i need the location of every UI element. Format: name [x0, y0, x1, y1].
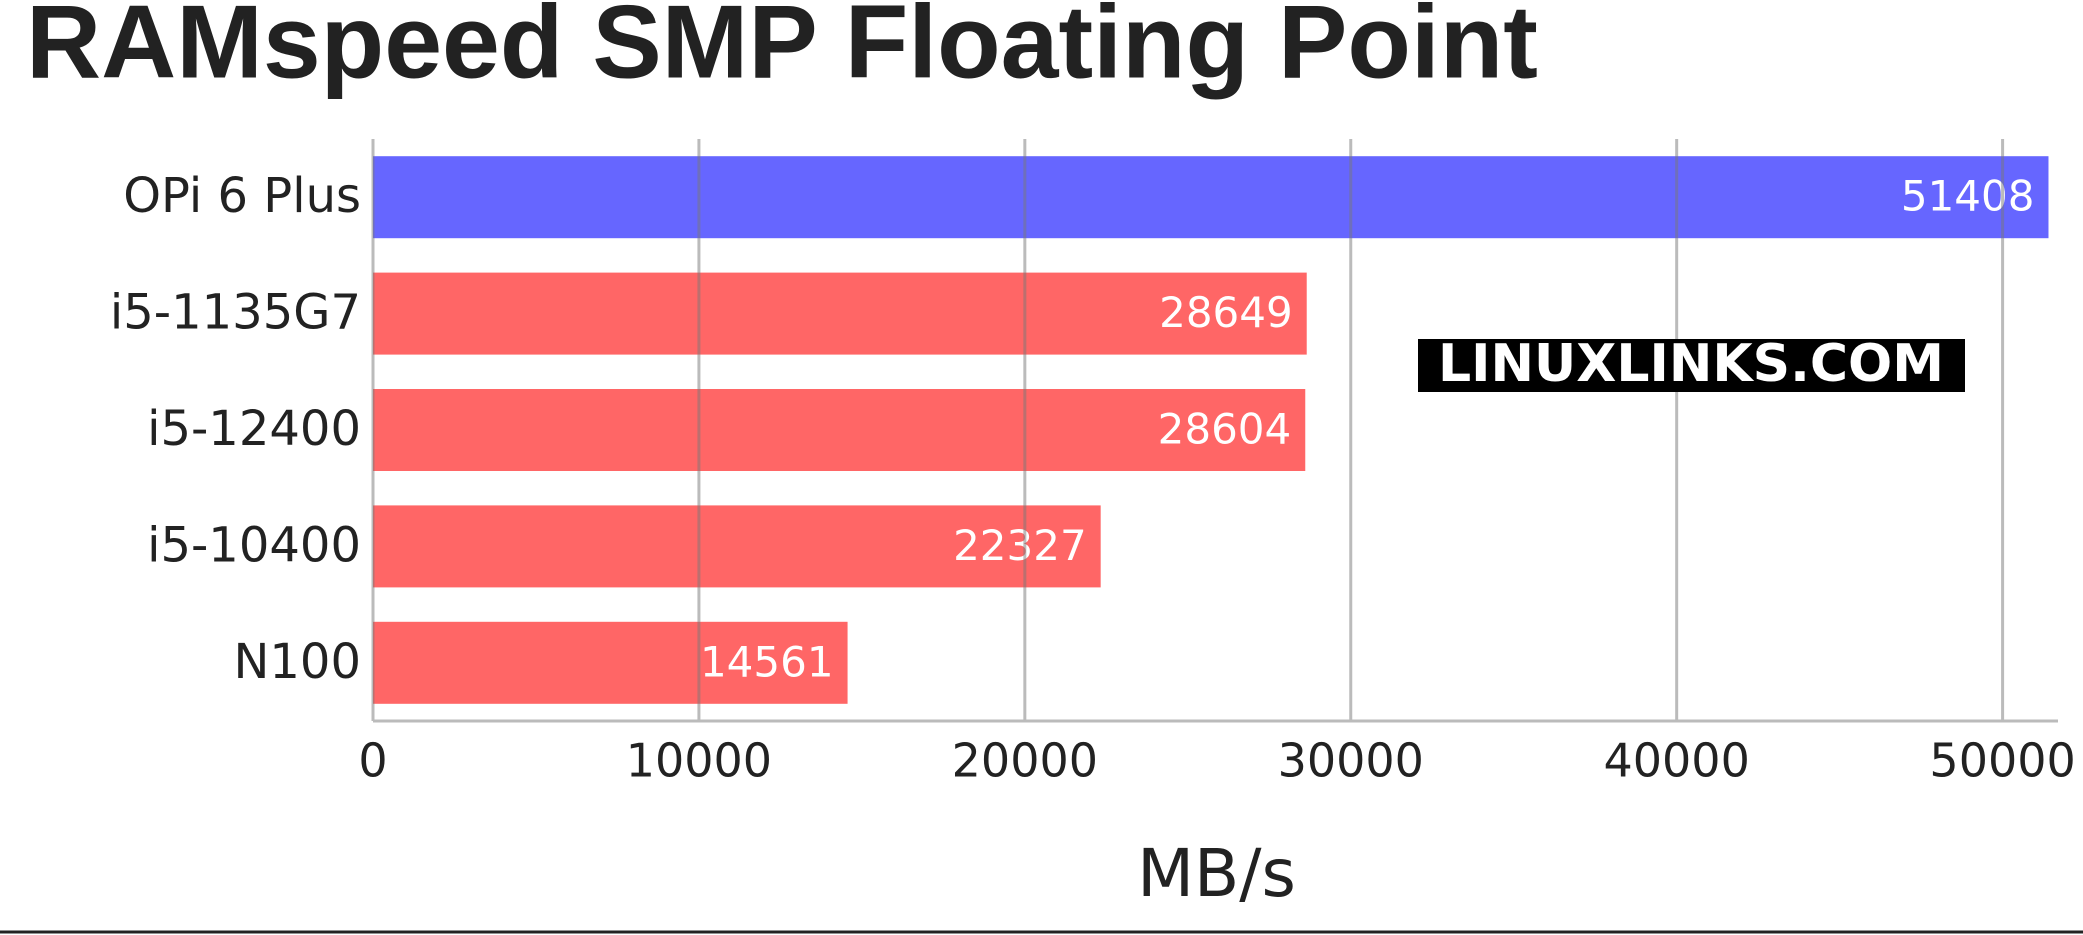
- x-tick-label: 50000: [1929, 734, 2075, 788]
- x-axis-label: MB/s: [1137, 835, 1296, 912]
- value-label: 28604: [1158, 405, 1292, 454]
- bar: [373, 621, 848, 704]
- value-label: 14561: [700, 637, 834, 686]
- x-tick-label: 0: [358, 734, 387, 788]
- watermark: LINUXLINKS.COM: [1438, 334, 1944, 394]
- value-label: 22327: [953, 521, 1087, 570]
- y-tick-label: OPi 6 Plus: [123, 168, 361, 224]
- chart-title: RAMspeed SMP Floating Point: [26, 0, 1538, 100]
- value-label: 28649: [1159, 288, 1293, 337]
- bar: [373, 505, 1101, 588]
- y-tick-label: i5-1135G7: [110, 285, 361, 341]
- watermark-box: [1418, 339, 1965, 392]
- x-tick-label: 10000: [626, 734, 772, 788]
- bar: [373, 156, 2049, 239]
- y-tick-label: i5-10400: [147, 517, 361, 573]
- y-tick-label: N100: [233, 634, 361, 690]
- value-label: 51408: [1901, 172, 2035, 221]
- x-tick-label: 20000: [952, 734, 1098, 788]
- y-tick-label: i5-12400: [147, 401, 361, 457]
- bar: [373, 272, 1307, 355]
- x-tick-label: 40000: [1604, 734, 1750, 788]
- x-tick-label: 30000: [1278, 734, 1424, 788]
- bar: [373, 389, 1306, 471]
